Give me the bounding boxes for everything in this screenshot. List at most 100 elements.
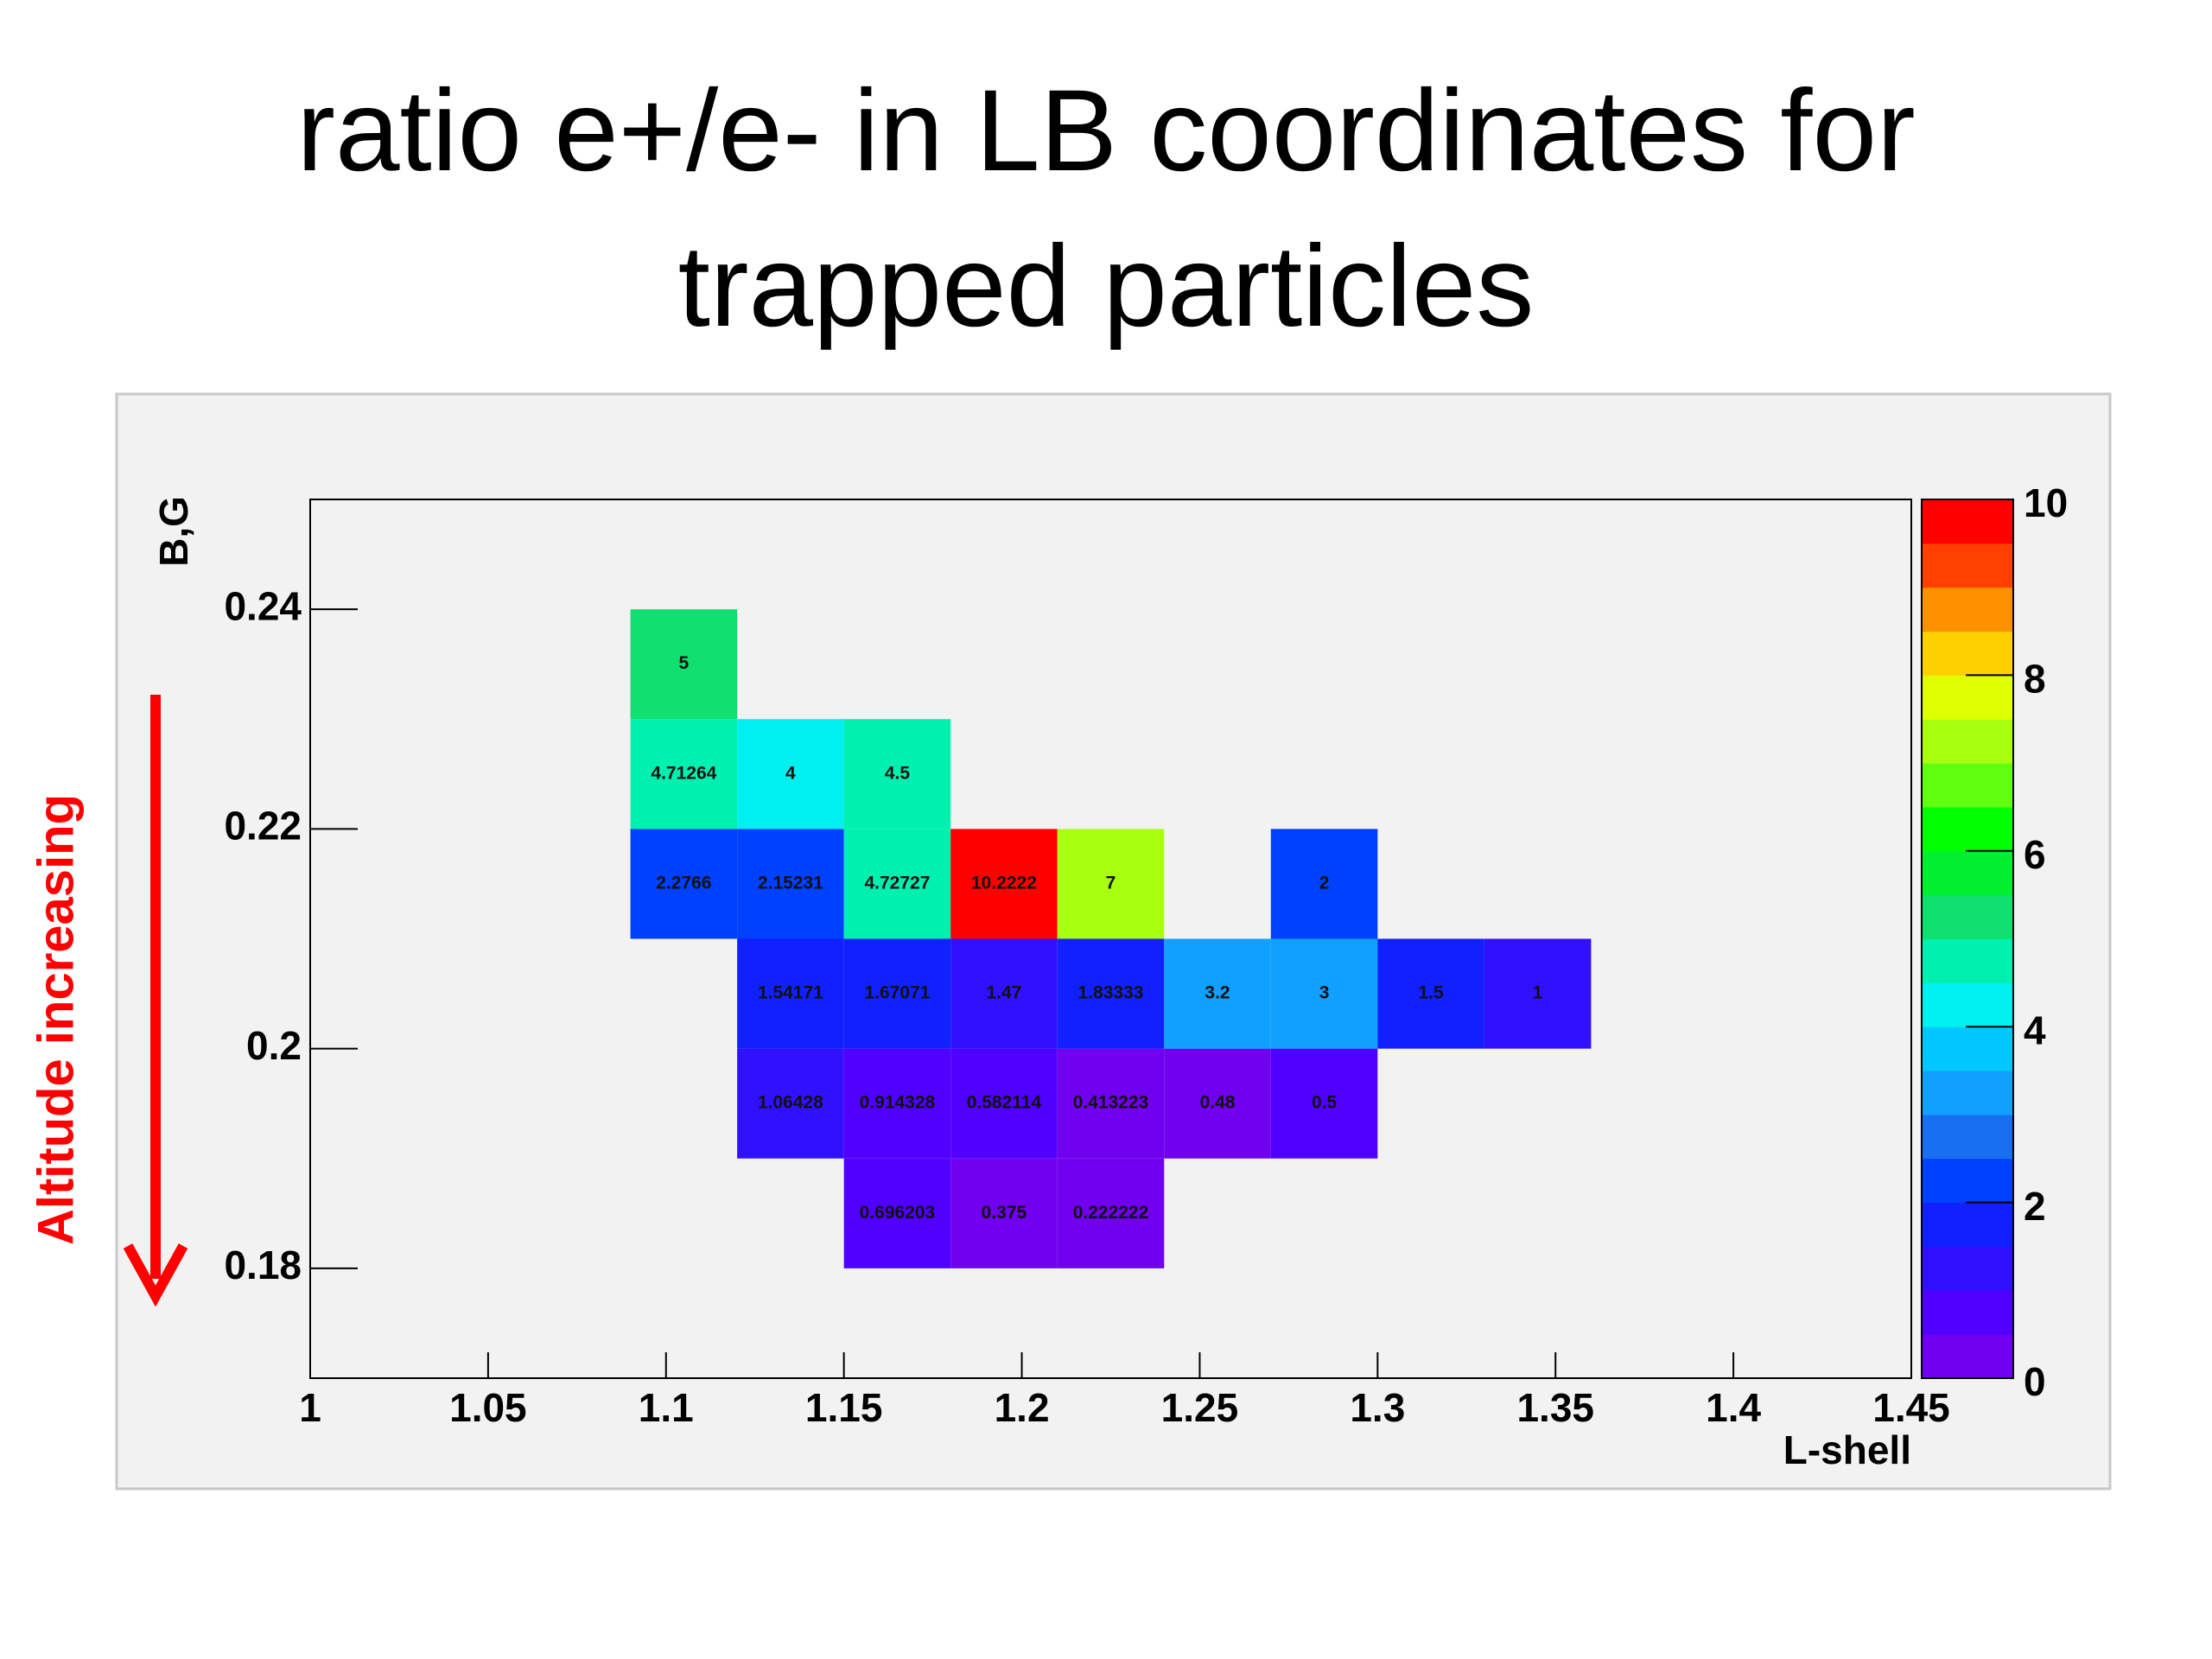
- x-tick-label: 1.3: [1350, 1385, 1405, 1430]
- z-tick-label: 6: [2024, 832, 2046, 877]
- z-tick-label: 2: [2024, 1184, 2046, 1229]
- x-tick-label: 1.1: [639, 1385, 694, 1430]
- z-tick-label: 0: [2024, 1359, 2046, 1404]
- color-bar-level: [1922, 719, 2013, 764]
- cell-label: 1: [1533, 983, 1543, 1003]
- arrow-head: [123, 1243, 188, 1307]
- cell-label: 0.696203: [860, 1203, 936, 1223]
- x-tick-label: 1.05: [449, 1385, 527, 1430]
- color-bar-level: [1922, 1290, 2013, 1335]
- cell-label: 3: [1319, 983, 1330, 1003]
- cell: [843, 938, 951, 1049]
- cell: [1377, 938, 1484, 1049]
- cell-label: 0.914328: [860, 1093, 936, 1113]
- color-bar-level: [1922, 1114, 2013, 1160]
- cell-label: 4.5: [885, 763, 911, 783]
- cell: [843, 719, 951, 830]
- cell: [630, 609, 738, 720]
- cell-label: 7: [1106, 873, 1116, 893]
- color-bar-level: [1922, 1202, 2013, 1247]
- y-tick-label: 0.22: [224, 804, 302, 849]
- cell-label: 1.54171: [758, 983, 823, 1003]
- color-bar-level: [1922, 894, 2013, 939]
- cell: [1057, 1158, 1165, 1268]
- color-bar-level: [1922, 631, 2013, 676]
- cell-label: 2.2766: [656, 873, 711, 893]
- cell-label: 0.413223: [1073, 1093, 1149, 1113]
- z-tick-label: 8: [2024, 657, 2046, 702]
- cell: [1270, 1048, 1378, 1159]
- cell: [737, 719, 844, 830]
- cell-label: 1.06428: [758, 1093, 823, 1113]
- color-bar-level: [1922, 1071, 2013, 1116]
- cell: [843, 1158, 951, 1268]
- cell: [950, 829, 1058, 939]
- cell-label: 0.48: [1200, 1093, 1236, 1113]
- y-axis-label: B,G: [151, 496, 196, 567]
- cell: [1270, 829, 1378, 939]
- annotation: Altitude increasing: [28, 794, 84, 1245]
- cell: [950, 1158, 1058, 1268]
- cell: [737, 938, 844, 1049]
- cell: [1164, 938, 1271, 1049]
- cell: [1484, 938, 1592, 1049]
- cell-label: 0.222222: [1073, 1203, 1149, 1223]
- cell: [1164, 1048, 1271, 1159]
- color-bar-level: [1922, 763, 2013, 808]
- cell-label: 10.2222: [971, 873, 1037, 893]
- cell-label: 3.2: [1205, 983, 1230, 1003]
- color-bar-level: [1922, 806, 2013, 852]
- color-bar-level: [1922, 850, 2013, 896]
- y-tick-label: 0.2: [246, 1023, 302, 1068]
- cell: [1057, 1048, 1165, 1159]
- cell-label: 0.375: [982, 1203, 1027, 1223]
- color-bar-level: [1922, 1027, 2013, 1071]
- cell-label: 4: [785, 763, 796, 783]
- cell-label: 1.67071: [864, 983, 930, 1003]
- cell: [843, 829, 951, 939]
- cell: [843, 1048, 951, 1159]
- cell-label: 1.47: [987, 983, 1022, 1003]
- color-bar-level: [1922, 499, 2013, 544]
- cell: [630, 829, 738, 939]
- x-tick-label: 1.35: [1516, 1385, 1594, 1430]
- x-tick-label: 1.4: [1706, 1385, 1761, 1430]
- color-bar-level: [1922, 938, 2013, 983]
- x-tick-label: 1.15: [805, 1385, 883, 1430]
- cell: [950, 1048, 1058, 1159]
- cell-label: 1.5: [1418, 983, 1444, 1003]
- y-tick-label: 0.18: [224, 1243, 302, 1287]
- x-tick-label: 1: [299, 1385, 321, 1430]
- cell-label: 1.83333: [1078, 983, 1144, 1003]
- x-tick-label: 1.45: [1872, 1385, 1950, 1430]
- cell: [1270, 938, 1378, 1049]
- color-bar-level: [1922, 1334, 2013, 1379]
- cell: [1057, 829, 1165, 939]
- cell-label: 4.71264: [651, 763, 716, 783]
- y-tick-label: 0.24: [224, 583, 302, 628]
- cell: [630, 719, 738, 830]
- color-bar-level: [1922, 1246, 2013, 1291]
- color-bar-level: [1922, 675, 2013, 720]
- x-axis-label: L-shell: [1783, 1427, 1911, 1472]
- slide-title: ratio e+/e- in LB coordinates for trappe…: [296, 67, 1916, 351]
- color-bar-level: [1922, 1158, 2013, 1204]
- x-tick-label: 1.2: [995, 1385, 1050, 1430]
- color-bar-level: [1922, 982, 2013, 1027]
- cell: [737, 829, 844, 939]
- z-tick-label: 4: [2024, 1007, 2046, 1052]
- cell-label: 0.582114: [967, 1093, 1042, 1113]
- color-bar-level: [1922, 587, 2013, 632]
- cell-label: 4.72727: [864, 873, 930, 893]
- cell: [1057, 938, 1165, 1049]
- x-tick-label: 1.25: [1161, 1385, 1239, 1430]
- cell-label: 2: [1319, 873, 1330, 893]
- cell-label: 5: [679, 653, 690, 673]
- cell: [950, 938, 1058, 1049]
- cell-label: 2.15231: [758, 873, 823, 893]
- cell: [737, 1048, 844, 1159]
- z-tick-label: 10: [2024, 480, 2068, 525]
- cell-label: 0.5: [1312, 1093, 1338, 1113]
